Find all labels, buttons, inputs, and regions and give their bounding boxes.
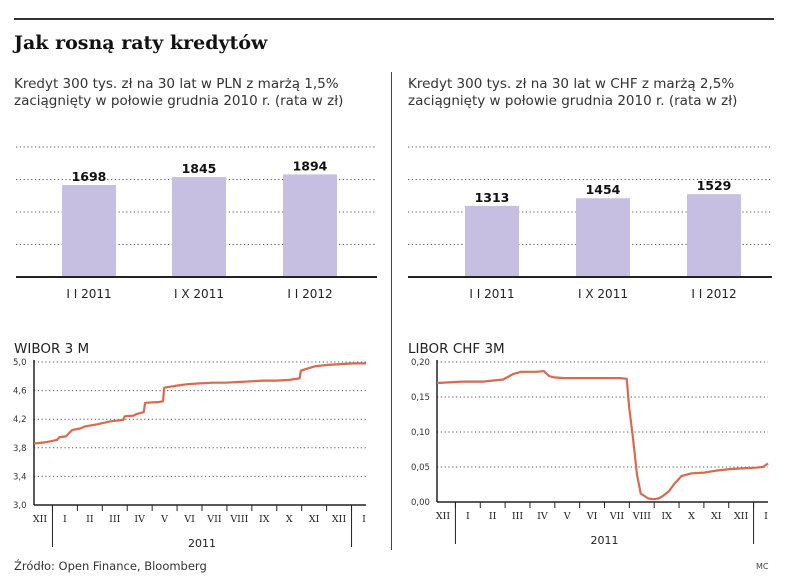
page-title: Jak rosną raty kredytów: [14, 32, 268, 54]
wibor-month-label: XI: [309, 514, 320, 525]
libor-y-tick-label: 0,00: [411, 498, 430, 508]
top-rule: [14, 18, 774, 20]
right-bar-category-label: I I 2011: [469, 287, 514, 301]
wibor-month-label: XII: [33, 514, 48, 525]
right-bar-category-label: I I 2012: [691, 287, 736, 301]
wibor-y-tick-label: 3,8: [13, 444, 27, 454]
libor-month-label: IX: [661, 511, 672, 522]
right-bar-value-label: 1529: [697, 178, 732, 193]
wibor-series-line: [33, 362, 366, 445]
left-bar-value-label: 1894: [293, 158, 328, 173]
libor-month-label: VI: [586, 511, 598, 522]
right-bar-1: [465, 205, 519, 277]
left-bar-value-label: 1845: [182, 161, 217, 176]
left-bar-category-label: I I 2011: [66, 287, 111, 301]
wibor-y-tick-label: 4,2: [13, 415, 27, 425]
left-bar-chart-title: Kredyt 300 tys. zł na 30 lat w PLN z mar…: [14, 76, 343, 110]
libor-y-tick-label: 0,20: [411, 358, 430, 368]
libor-month-label: II: [489, 511, 497, 522]
right-bar-chart-title-line-2: zaciągnięty w połowie grudnia 2010 r. (r…: [408, 93, 738, 109]
right-bar-chart-title-line-1: Kredyt 300 tys. zł na 30 lat w CHF z mar…: [408, 76, 735, 92]
wibor-y-tick-label: 4,6: [13, 387, 27, 397]
wibor-chart-title: WIBOR 3 M: [14, 341, 89, 357]
libor-year-label: 2011: [591, 534, 619, 547]
libor-month-label: I: [466, 511, 470, 522]
left-bar-2: [172, 177, 226, 277]
libor-month-label: VII: [609, 511, 625, 522]
left-bar-chart: 1698 I I 2011 1845 I X 2011 1894 I I 2012: [16, 146, 377, 301]
left-bar-value-label: 1698: [72, 169, 107, 184]
wibor-month-label: II: [86, 514, 94, 525]
libor-chart-title: LIBOR CHF 3M: [408, 341, 505, 357]
wibor-month-label: VI: [183, 514, 195, 525]
libor-month-label: XII: [734, 511, 749, 522]
libor-month-label: VIII: [632, 511, 651, 522]
wibor-month-label: IV: [134, 514, 145, 525]
left-bar-category-label: I X 2011: [174, 287, 224, 301]
wibor-month-label: IX: [259, 514, 270, 525]
wibor-month-label: I: [63, 514, 67, 525]
wibor-month-label: VII: [206, 514, 222, 525]
libor-month-label: III: [512, 511, 524, 522]
left-bar-chart-title-line-1: Kredyt 300 tys. zł na 30 lat w PLN z mar…: [14, 76, 339, 92]
libor-series-line: [436, 370, 769, 501]
right-bar-3: [687, 194, 741, 277]
left-bar-category-label: I I 2012: [287, 287, 332, 301]
right-bar-chart-title: Kredyt 300 tys. zł na 30 lat w CHF z mar…: [408, 76, 737, 110]
libor-y-tick-label: 0,10: [411, 428, 430, 438]
wibor-year-label: 2011: [188, 537, 216, 550]
libor-y-tick-label: 0,05: [411, 463, 430, 473]
left-bar-1: [62, 185, 116, 277]
source-note: Źródło: Open Finance, Bloomberg: [14, 559, 207, 573]
libor-month-label: I: [764, 511, 768, 522]
wibor-month-label: X: [286, 514, 293, 525]
wibor-month-label: III: [109, 514, 121, 525]
author-credit: MC: [756, 562, 769, 571]
wibor-y-tick-label: 5,0: [13, 358, 27, 368]
wibor-month-label: V: [160, 514, 168, 525]
right-bar-chart: 1313 I I 2011 1454 I X 2011 1529 I I 2012: [408, 146, 772, 301]
libor-month-label: XII: [436, 511, 451, 522]
wibor-y-tick-label: 3,4: [13, 472, 27, 482]
wibor-month-label: XII: [332, 514, 347, 525]
column-divider: [391, 72, 392, 550]
libor-month-label: XI: [711, 511, 722, 522]
left-bar-chart-title-line-2: zaciągnięty w połowie grudnia 2010 r. (r…: [14, 93, 344, 109]
libor-y-tick-label: 0,15: [411, 393, 430, 403]
left-bar-3: [283, 174, 337, 277]
libor-month-label: X: [688, 511, 695, 522]
wibor-y-tick-label: 3,0: [13, 501, 27, 511]
wibor-month-label: I: [362, 514, 366, 525]
right-bar-value-label: 1454: [586, 182, 621, 197]
right-bar-2: [576, 198, 630, 277]
libor-month-label: IV: [537, 511, 548, 522]
libor-month-label: V: [563, 511, 571, 522]
wibor-month-label: VIII: [229, 514, 248, 525]
right-bar-category-label: I X 2011: [578, 287, 628, 301]
right-bar-value-label: 1313: [475, 190, 510, 205]
